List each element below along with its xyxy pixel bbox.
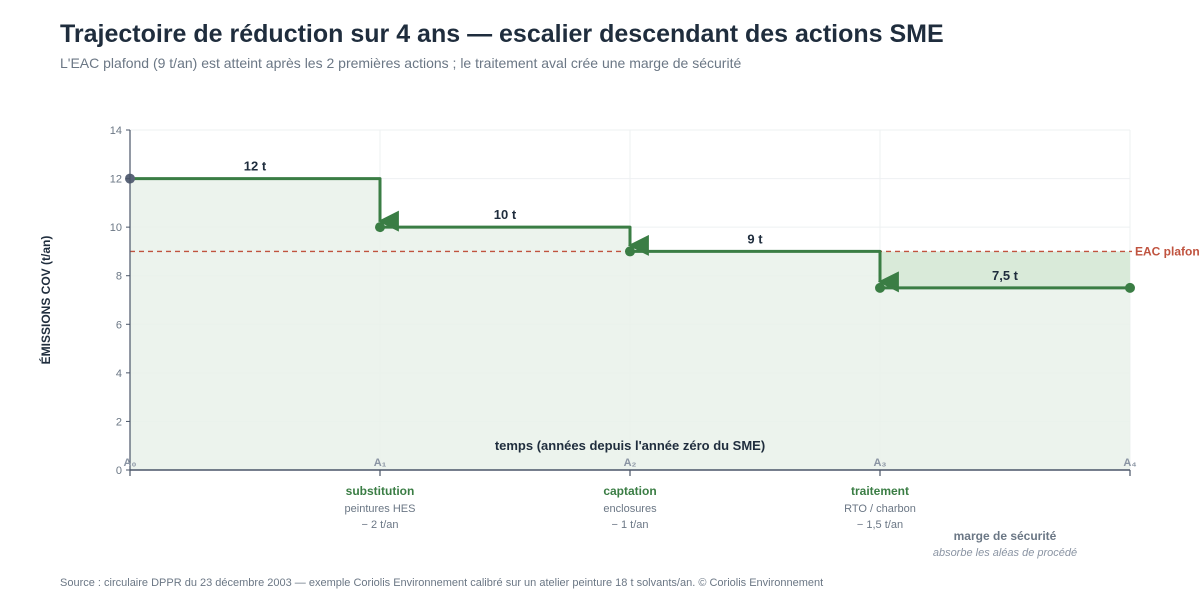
y-axis-title: ÉMISSIONS COV (t/an) [38,236,53,365]
x-axis-title: temps (années depuis l'année zéro du SME… [495,438,765,453]
level-label: 12 t [244,159,267,174]
data-point [625,246,635,257]
chart-title: Trajectoire de réduction sur 4 ans — esc… [60,20,944,48]
action-name: traitement [851,484,909,498]
y-tick-label: 2 [116,416,122,428]
source-note: Source : circulaire DPPR du 23 décembre … [60,577,824,589]
data-point [375,222,385,233]
chart-subtitle: L'EAC plafond (9 t/an) est atteint après… [60,55,742,71]
action-detail: RTO / charbon [844,503,916,515]
level-label: 7,5 t [992,268,1019,283]
safety-margin-band [880,251,1130,288]
x-tick-label: A₃ [873,457,886,469]
threshold-label: EAC plafond [1135,244,1200,258]
x-tick-label: A₂ [624,457,637,469]
margin-annotation-title: marge de sécurité [954,529,1057,543]
y-tick-label: 10 [110,222,122,234]
action-detail: peintures HES [345,503,416,515]
x-tick-label: A₄ [1123,457,1136,469]
level-label: 9 t [747,231,763,246]
x-tick-label: A₀ [124,457,137,469]
y-tick-label: 4 [116,368,122,380]
action-reduction: − 1,5 t/an [857,519,903,531]
action-detail: enclosures [603,503,657,515]
action-name: substitution [346,484,415,498]
y-tick-label: 8 [116,271,122,283]
x-tick-label: A₁ [374,457,387,469]
y-tick-label: 6 [116,319,122,331]
data-point [1125,282,1135,293]
level-label: 10 t [494,207,517,222]
action-reduction: − 2 t/an [361,519,398,531]
y-tick-label: 12 [110,174,122,186]
y-tick-label: 14 [110,125,122,137]
action-name: captation [603,484,656,498]
data-point [875,282,885,293]
action-reduction: − 1 t/an [611,519,648,531]
margin-annotation-note: absorbe les aléas de procédé [933,547,1077,559]
y-tick-label: 0 [116,465,122,477]
